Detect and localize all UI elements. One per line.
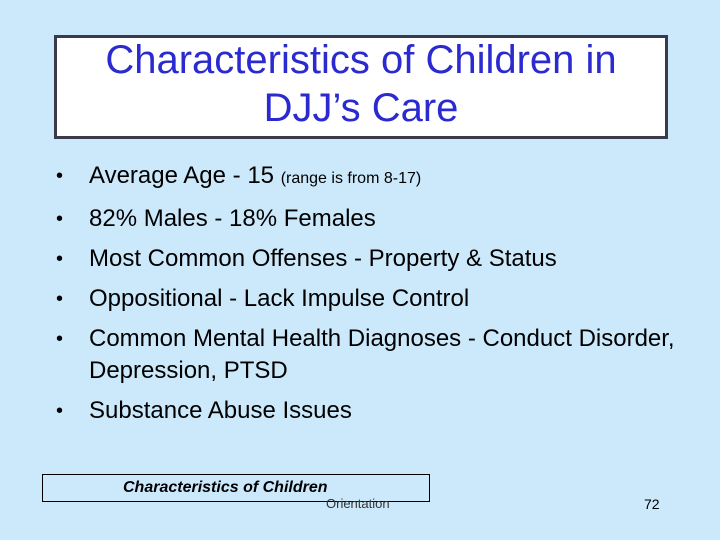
bullet-text: Common Mental Health Diagnoses - Conduct…: [89, 325, 675, 384]
bullet-item: • Most Common Offenses - Property & Statu…: [56, 243, 696, 275]
bullet-dot: •: [56, 165, 64, 187]
bullet-item: • Substance Abuse Issues: [56, 395, 696, 427]
page-number: 72: [644, 496, 660, 512]
bullet-text: Oppositional - Lack Impulse Control: [89, 285, 470, 312]
bullet-text: Average Age - 15: [89, 162, 281, 189]
bullet-dot: •: [56, 248, 64, 270]
bullet-text: Most Common Offenses - Property & Status: [89, 245, 557, 272]
footer-box: [42, 474, 430, 502]
title-box: Characteristics of Children in DJJ’s Car…: [54, 35, 668, 139]
bullet-item: • Common Mental Health Diagnoses - Conduc…: [56, 323, 696, 387]
bullet-item: • Average Age - 15 (range is from 8-17): [56, 160, 696, 195]
bullet-dot: •: [56, 328, 64, 350]
footer-label: Characteristics of Children: [123, 479, 328, 496]
bullet-dot: •: [56, 400, 64, 422]
slide-title: Characteristics of Children in DJJ’s Car…: [105, 38, 617, 130]
bullet-text: 82% Males - 18% Females: [89, 205, 376, 232]
bullet-list: • Average Age - 15 (range is from 8-17) •…: [56, 160, 696, 435]
bullet-dot: •: [56, 208, 64, 230]
bullet-text: Substance Abuse Issues: [89, 397, 352, 424]
bullet-note: (range is from 8-17): [280, 170, 422, 187]
bullet-dot: •: [56, 288, 64, 310]
bullet-item: • Oppositional - Lack Impulse Control: [56, 283, 696, 315]
bullet-item: • 82% Males - 18% Females: [56, 203, 696, 235]
footer-section: Orientation: [326, 496, 390, 511]
